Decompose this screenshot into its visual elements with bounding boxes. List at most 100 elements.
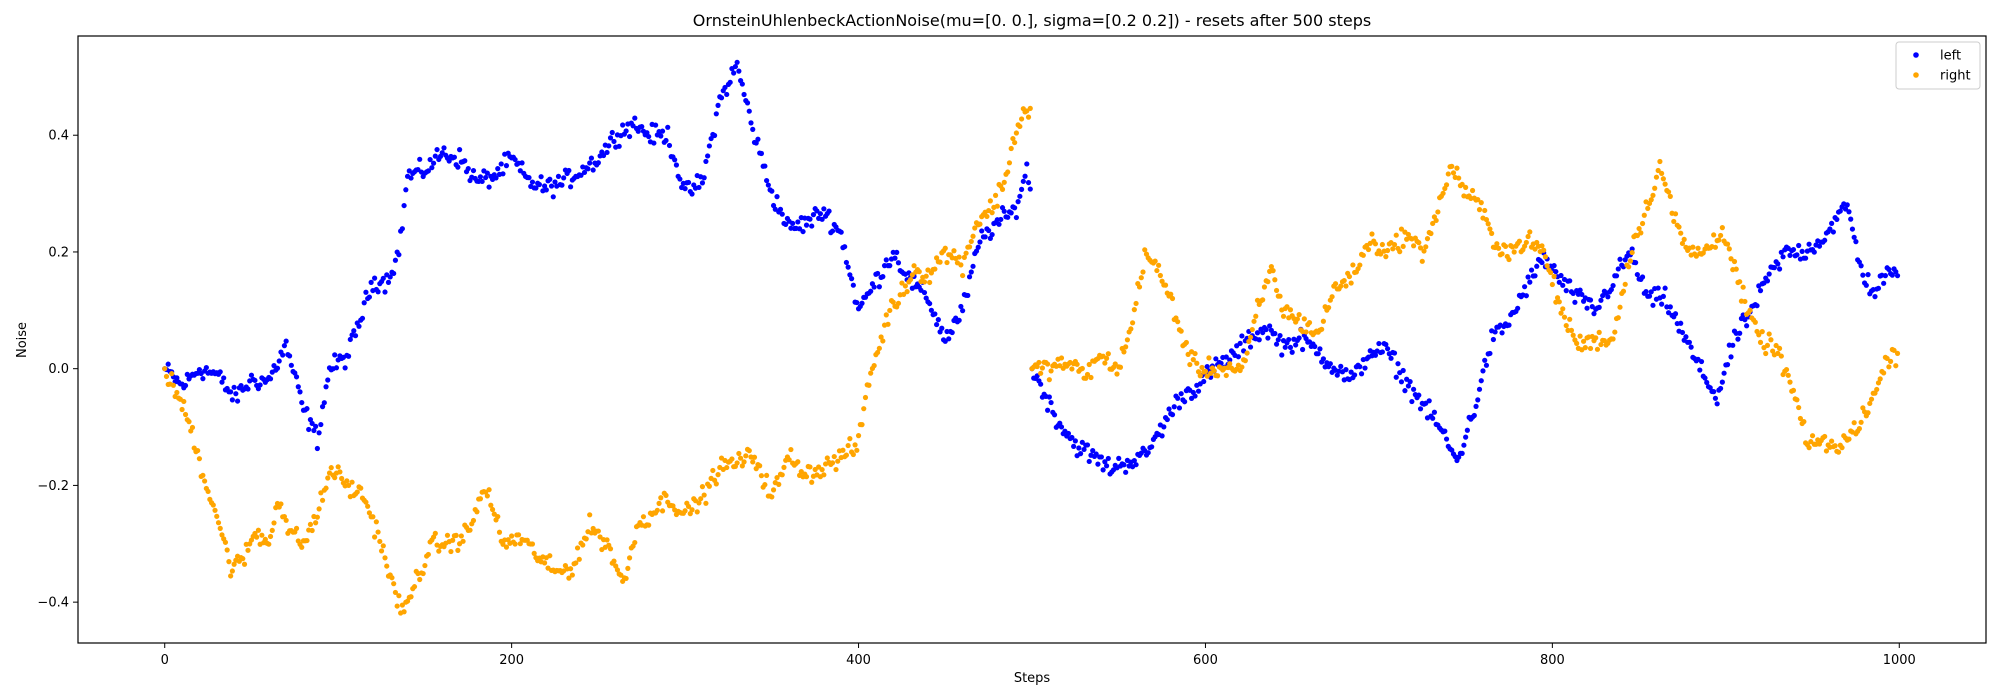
data-point bbox=[425, 168, 431, 174]
data-point bbox=[351, 328, 357, 334]
data-point bbox=[1384, 346, 1391, 352]
data-point bbox=[1567, 278, 1573, 284]
data-point bbox=[880, 338, 886, 344]
data-point bbox=[1587, 297, 1594, 303]
data-point bbox=[257, 382, 263, 388]
data-point bbox=[868, 288, 874, 294]
data-point bbox=[1393, 232, 1399, 238]
data-point bbox=[219, 532, 225, 538]
data-point bbox=[1194, 360, 1200, 366]
data-point bbox=[333, 365, 340, 371]
data-point bbox=[1626, 264, 1632, 270]
data-point bbox=[238, 382, 244, 389]
data-point bbox=[1008, 145, 1014, 152]
data-point bbox=[1811, 249, 1817, 255]
data-point bbox=[1572, 299, 1578, 305]
data-point bbox=[1306, 319, 1313, 326]
data-point bbox=[1390, 246, 1396, 252]
data-point bbox=[854, 447, 860, 453]
data-point bbox=[1695, 245, 1701, 251]
data-point bbox=[1128, 326, 1134, 332]
data-point bbox=[1411, 386, 1417, 392]
data-point bbox=[162, 366, 168, 372]
data-point bbox=[1858, 263, 1864, 269]
data-point bbox=[366, 294, 372, 300]
data-point bbox=[1587, 345, 1594, 352]
data-point bbox=[1610, 283, 1616, 289]
data-point bbox=[368, 279, 374, 285]
data-point bbox=[739, 81, 745, 87]
data-point bbox=[1038, 381, 1044, 387]
data-point bbox=[1799, 248, 1805, 254]
data-point bbox=[1697, 367, 1703, 373]
data-point bbox=[450, 537, 456, 543]
data-point bbox=[1169, 295, 1176, 302]
data-point bbox=[587, 512, 593, 518]
data-point bbox=[385, 279, 392, 285]
data-point bbox=[831, 453, 837, 460]
data-point bbox=[1005, 214, 1011, 220]
data-point bbox=[956, 254, 962, 260]
data-point bbox=[1312, 343, 1318, 350]
data-point bbox=[1273, 341, 1280, 347]
data-point bbox=[1882, 273, 1888, 279]
data-point bbox=[526, 175, 532, 181]
data-point bbox=[1679, 329, 1686, 336]
data-point bbox=[1384, 247, 1391, 254]
data-point bbox=[448, 548, 454, 555]
data-point bbox=[1012, 205, 1018, 211]
data-point bbox=[769, 494, 775, 500]
data-point bbox=[1785, 372, 1791, 378]
data-point bbox=[1563, 288, 1569, 294]
data-point bbox=[1764, 278, 1771, 284]
data-point bbox=[1469, 187, 1476, 194]
data-point bbox=[221, 375, 227, 381]
data-point bbox=[698, 496, 704, 502]
data-point bbox=[1154, 267, 1160, 274]
data-point bbox=[319, 497, 326, 503]
data-point bbox=[701, 175, 707, 181]
data-point bbox=[738, 455, 744, 461]
data-point bbox=[1839, 445, 1845, 451]
data-point bbox=[639, 124, 645, 130]
data-point bbox=[847, 436, 853, 442]
data-point bbox=[854, 299, 860, 306]
points-layer bbox=[162, 59, 1901, 616]
data-point bbox=[1490, 336, 1496, 343]
data-point bbox=[982, 234, 988, 240]
data-point bbox=[200, 376, 206, 382]
data-point bbox=[739, 463, 745, 469]
data-point bbox=[1539, 259, 1545, 266]
data-point bbox=[750, 459, 756, 465]
data-point bbox=[1596, 329, 1602, 335]
data-point bbox=[1886, 364, 1892, 370]
data-point bbox=[1822, 433, 1828, 440]
data-point bbox=[548, 183, 555, 189]
data-point bbox=[1267, 323, 1273, 329]
data-point bbox=[1775, 261, 1781, 267]
data-point bbox=[734, 59, 740, 65]
data-point bbox=[248, 372, 255, 378]
data-point bbox=[1737, 330, 1743, 336]
data-point bbox=[845, 264, 851, 270]
data-point bbox=[1894, 273, 1901, 279]
data-point bbox=[795, 459, 801, 465]
data-point bbox=[1539, 243, 1545, 249]
data-point bbox=[885, 321, 891, 327]
data-point bbox=[203, 364, 209, 371]
data-point bbox=[796, 226, 803, 232]
data-point bbox=[1650, 192, 1656, 198]
data-point bbox=[323, 485, 329, 491]
data-point bbox=[1117, 364, 1124, 370]
data-point bbox=[921, 289, 928, 296]
data-point bbox=[1319, 326, 1325, 332]
data-point bbox=[1299, 346, 1306, 353]
data-point bbox=[588, 155, 595, 161]
data-point bbox=[1156, 262, 1162, 268]
data-point bbox=[1858, 419, 1864, 425]
data-point bbox=[901, 291, 907, 297]
data-point bbox=[606, 143, 612, 149]
data-point bbox=[1272, 330, 1278, 337]
data-point bbox=[1251, 318, 1257, 324]
data-point bbox=[1025, 179, 1032, 186]
